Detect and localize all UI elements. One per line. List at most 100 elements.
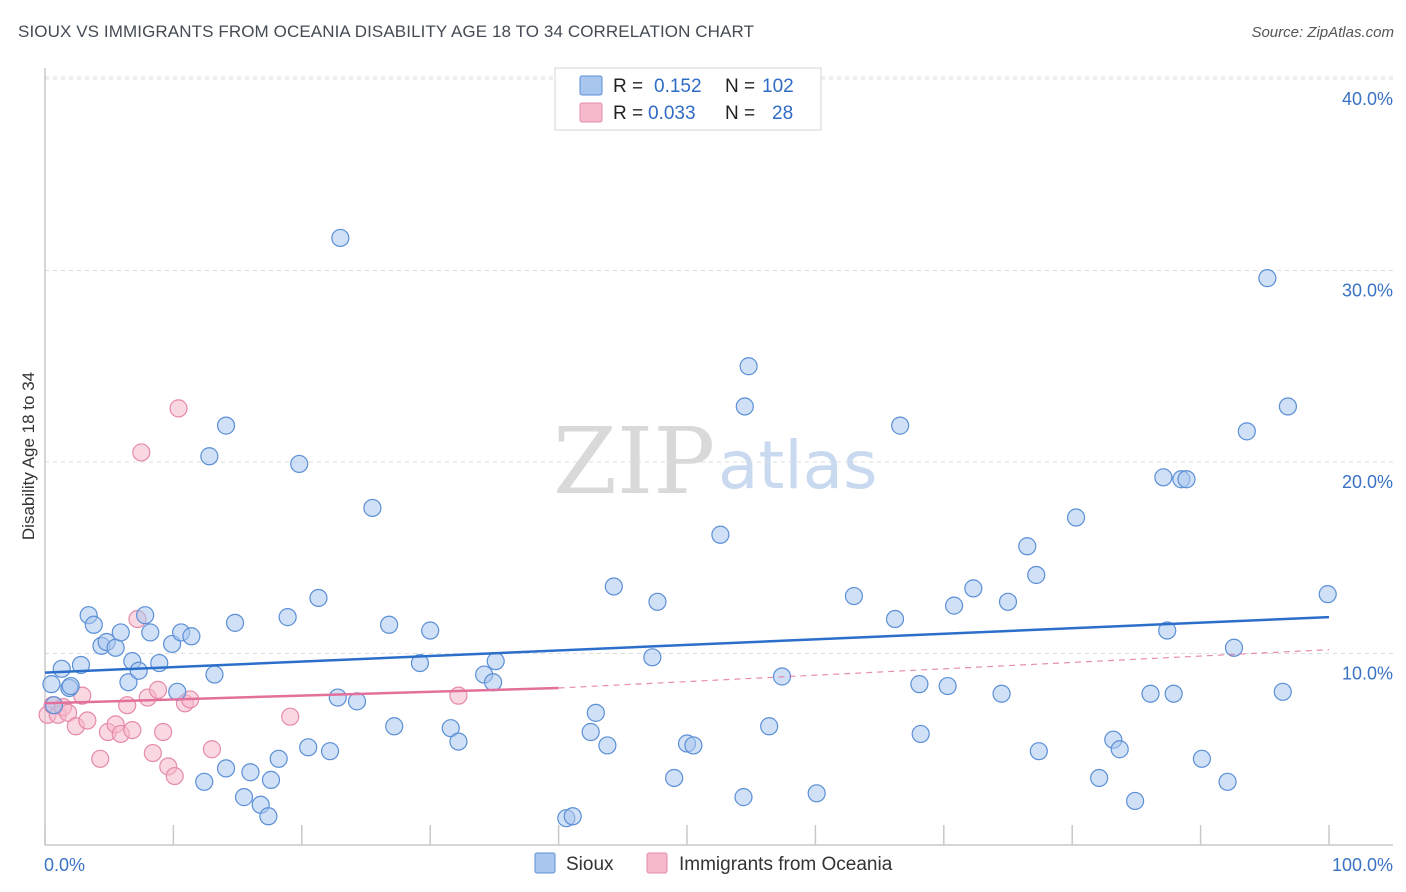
y-tick-label: 20.0% bbox=[1342, 472, 1393, 492]
data-point-sioux bbox=[71, 655, 91, 675]
data-point-sioux bbox=[711, 525, 730, 544]
data-point-sioux bbox=[205, 665, 224, 684]
data-point-oceania bbox=[169, 399, 188, 418]
legend-swatch-oceania bbox=[579, 102, 603, 123]
data-point-sioux bbox=[1027, 565, 1046, 585]
data-point-sioux bbox=[1110, 740, 1129, 759]
data-point-sioux bbox=[1258, 269, 1277, 288]
data-point-sioux bbox=[1218, 772, 1237, 791]
bottom-legend: Sioux Immigrants from Oceania bbox=[534, 852, 893, 875]
data-point-oceania bbox=[154, 722, 173, 742]
data-point-sioux bbox=[1090, 768, 1109, 788]
data-point-sioux bbox=[241, 763, 260, 782]
data-point-sioux bbox=[44, 696, 64, 715]
legend-r-value-oceania: 0.033 bbox=[648, 103, 696, 124]
data-point-sioux bbox=[1018, 537, 1037, 556]
data-point-sioux bbox=[563, 807, 582, 826]
data-point-sioux bbox=[290, 454, 309, 474]
data-point-sioux bbox=[735, 397, 754, 416]
data-point-sioux bbox=[1278, 397, 1298, 416]
data-point-sioux bbox=[604, 577, 623, 596]
legend-swatch-sioux bbox=[579, 75, 603, 96]
data-point-oceania bbox=[281, 707, 300, 726]
data-point-sioux bbox=[216, 759, 236, 778]
trend-line-oceania-extended bbox=[558, 649, 1330, 689]
data-point-oceania bbox=[165, 766, 184, 786]
data-point-sioux bbox=[269, 749, 288, 768]
y-axis-label: Disability Age 18 to 34 bbox=[19, 372, 38, 540]
data-point-sioux bbox=[234, 788, 254, 807]
data-point-sioux bbox=[42, 675, 61, 694]
data-point-sioux bbox=[944, 596, 964, 615]
data-point-sioux bbox=[261, 770, 281, 789]
data-point-oceania bbox=[123, 720, 142, 740]
data-point-sioux bbox=[1154, 468, 1173, 487]
data-point-sioux bbox=[992, 684, 1011, 703]
legend: R = 0.152 N = 102 R = 0.033 N = 28 bbox=[554, 67, 822, 131]
x-tick-label-max: 100.0% bbox=[1332, 855, 1393, 875]
data-point-oceania bbox=[91, 749, 110, 768]
data-point-sioux bbox=[1141, 684, 1160, 703]
y-tick-label: 40.0% bbox=[1342, 89, 1393, 109]
data-point-oceania bbox=[148, 680, 168, 699]
data-point-sioux bbox=[328, 688, 347, 707]
legend-r-label-oceania: R = bbox=[613, 103, 643, 124]
data-point-sioux bbox=[910, 675, 929, 694]
data-point-sioux bbox=[385, 717, 404, 736]
data-point-oceania bbox=[118, 696, 137, 715]
y-tick-label: 10.0% bbox=[1342, 664, 1393, 684]
data-point-sioux bbox=[1164, 684, 1183, 703]
data-point-sioux bbox=[998, 592, 1018, 611]
data-point-sioux bbox=[484, 673, 503, 692]
data-point-oceania bbox=[202, 740, 222, 759]
data-point-sioux bbox=[106, 638, 125, 657]
data-point-sioux bbox=[684, 736, 703, 755]
data-point-sioux bbox=[141, 623, 160, 642]
legend-r-value-sioux: 0.152 bbox=[654, 76, 702, 97]
data-point-sioux bbox=[225, 613, 245, 632]
data-point-sioux bbox=[259, 807, 278, 826]
data-point-oceania bbox=[143, 743, 162, 763]
watermark-atlas: atlas bbox=[718, 427, 878, 504]
data-point-sioux bbox=[331, 228, 350, 248]
data-point-sioux bbox=[129, 661, 148, 680]
data-point-sioux bbox=[885, 609, 905, 629]
data-point-sioux bbox=[1318, 585, 1337, 604]
data-point-sioux bbox=[486, 652, 505, 671]
bottom-legend-swatch-oceania bbox=[646, 852, 668, 874]
data-point-sioux bbox=[1224, 638, 1244, 657]
data-point-sioux bbox=[84, 615, 103, 634]
data-point-sioux bbox=[111, 623, 130, 642]
data-point-sioux bbox=[195, 772, 214, 791]
data-point-sioux bbox=[891, 416, 910, 435]
data-point-sioux bbox=[643, 648, 662, 667]
data-point-sioux bbox=[1126, 791, 1145, 811]
data-point-sioux bbox=[760, 717, 779, 736]
data-point-sioux bbox=[739, 357, 758, 376]
legend-n-label-oceania: N = bbox=[725, 103, 755, 124]
data-point-sioux bbox=[964, 579, 983, 598]
data-point-sioux bbox=[216, 416, 236, 435]
data-point-oceania bbox=[59, 703, 78, 722]
trend-line-sioux bbox=[44, 615, 1330, 674]
data-point-sioux bbox=[1029, 742, 1048, 761]
trend-line-oceania bbox=[44, 686, 559, 705]
data-point-sioux bbox=[665, 768, 684, 788]
y-tick-label: 30.0% bbox=[1342, 281, 1393, 301]
series-sioux-points bbox=[42, 228, 1337, 828]
legend-n-value-oceania: 28 bbox=[772, 103, 793, 124]
data-point-sioux bbox=[320, 742, 340, 761]
data-point-sioux bbox=[734, 788, 753, 807]
data-point-sioux bbox=[168, 682, 187, 701]
data-point-sioux bbox=[52, 659, 71, 678]
legend-r-label-sioux: R = bbox=[613, 76, 643, 97]
data-point-sioux bbox=[119, 673, 138, 692]
data-point-sioux bbox=[61, 676, 80, 696]
data-point-sioux bbox=[1237, 422, 1256, 441]
data-point-oceania bbox=[132, 443, 151, 462]
trend-lines bbox=[44, 615, 1330, 705]
data-point-sioux bbox=[347, 692, 367, 711]
legend-n-label-sioux: N = bbox=[725, 76, 755, 97]
data-point-sioux bbox=[581, 722, 600, 742]
